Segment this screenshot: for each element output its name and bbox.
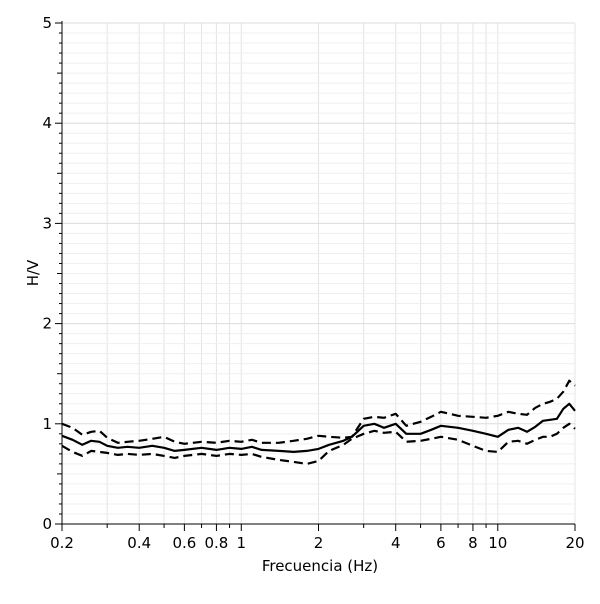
x-tick-label: 10	[488, 534, 507, 552]
y-tick-label: 5	[42, 14, 52, 32]
y-tick-label: 3	[42, 214, 52, 232]
y-tick-label: 0	[42, 515, 52, 533]
x-tick-label: 4	[391, 534, 401, 552]
x-tick-label: 20	[565, 534, 584, 552]
axes	[55, 21, 576, 531]
x-axis-title: Frecuencia (Hz)	[262, 557, 378, 575]
series-line-solid	[61, 402, 576, 453]
x-tick-label: 0.8	[204, 534, 228, 552]
y-axis-title: H/V	[24, 259, 42, 286]
data-series	[61, 379, 576, 465]
x-tick-label: 0.4	[127, 534, 151, 552]
x-tick-label: 0.6	[172, 534, 196, 552]
series-line-dashed-1	[61, 379, 576, 445]
series-line-dashed-2	[61, 422, 576, 465]
x-tick-label: 1	[237, 534, 247, 552]
y-tick-label: 2	[42, 315, 52, 333]
x-tick-label: 2	[314, 534, 324, 552]
x-tick-label: 0.2	[50, 534, 74, 552]
tick-labels: 0 1 2 3 4 5 0.2 0.4 0.6 0.8 1 2 4 6 8 10 20	[42, 14, 584, 552]
y-tick-label: 4	[42, 114, 52, 132]
x-tick-label: 8	[468, 534, 478, 552]
grid-lines	[61, 22, 576, 525]
x-tick-label: 6	[436, 534, 446, 552]
y-tick-label: 1	[42, 415, 52, 433]
